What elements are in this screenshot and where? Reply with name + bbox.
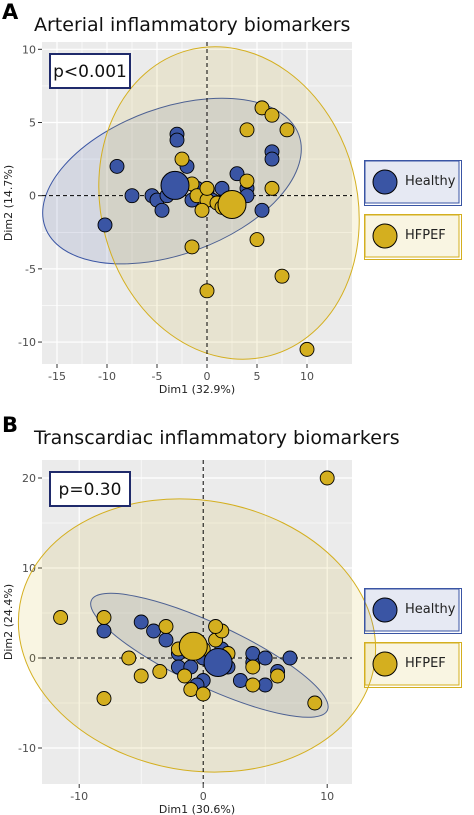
data-point-hfpef <box>195 686 211 702</box>
p-value-label: p<0.001 <box>53 62 127 82</box>
legend-label-hfpef: HFPEF <box>405 656 446 671</box>
data-point-hfpef <box>53 610 69 625</box>
y-tick-label: 10 <box>22 562 36 575</box>
legend-marker-hfpef <box>372 651 398 677</box>
data-point-healthy <box>245 646 261 661</box>
x-tick-label: -10 <box>70 790 88 803</box>
y-tick-label: -10 <box>18 742 36 755</box>
data-point-healthy <box>257 650 273 666</box>
panel-b: B Transcardiac inflammatory biomarkers -… <box>0 405 474 815</box>
data-point-hfpef <box>239 173 255 189</box>
data-point-hfpef <box>270 668 286 684</box>
plot-area <box>42 460 352 784</box>
data-point-healthy <box>254 202 270 218</box>
data-point-hfpef <box>264 107 280 123</box>
legend-key-healthy <box>364 160 462 206</box>
x-tick-label: -5 <box>152 370 163 383</box>
chart-title: Arterial inflammatory biomarkers <box>34 14 351 36</box>
legend-marker-healthy <box>372 169 398 195</box>
p-value-box <box>49 53 131 89</box>
legend-label-hfpef: HFPEF <box>405 228 446 243</box>
data-point-hfpef <box>279 122 295 138</box>
p-value-box <box>49 471 131 507</box>
centroid-hfpef <box>217 189 247 219</box>
data-point-hfpef <box>274 268 290 284</box>
data-point-healthy <box>96 623 112 639</box>
data-point-hfpef <box>319 470 335 486</box>
data-point-hfpef <box>183 682 199 697</box>
data-point-healthy <box>169 132 185 148</box>
data-point-hfpef <box>133 668 149 684</box>
y-tick-label: 5 <box>29 117 36 130</box>
y-tick-label: 0 <box>29 190 36 203</box>
data-point-healthy <box>232 673 248 688</box>
centroid-healthy <box>160 170 190 200</box>
data-point-hfpef <box>245 659 261 675</box>
data-point-hfpef <box>307 695 323 711</box>
data-point-hfpef <box>239 122 255 138</box>
legend-key-healthy <box>364 588 462 634</box>
x-tick-label: 10 <box>320 790 334 803</box>
data-point-hfpef <box>158 619 174 634</box>
y-axis-label: Dim2 (24.4%) <box>2 584 15 660</box>
data-point-hfpef <box>194 202 210 218</box>
scatter-plot-svg: -15 -10 -5 0 5 10 -10 -5 0 5 10 p<0.001 Dim1 (32.9%)… <box>2 42 460 396</box>
data-point-healthy <box>282 650 298 666</box>
data-point-healthy <box>229 166 245 182</box>
legend-label-healthy: Healthy <box>405 602 456 617</box>
x-tick-label: -10 <box>98 370 116 383</box>
legend-key-hfpef <box>364 214 462 260</box>
x-tick-label: 10 <box>300 370 314 383</box>
centroid-hfpef <box>178 631 208 661</box>
x-tick-label: -15 <box>48 370 66 383</box>
data-point-hfpef <box>121 650 137 666</box>
data-point-hfpef <box>245 677 261 693</box>
panel-letter: A <box>2 0 19 24</box>
data-point-hfpef <box>174 151 190 167</box>
y-tick-label: -5 <box>25 263 36 276</box>
p-value-label: p=0.30 <box>59 480 122 500</box>
data-point-hfpef <box>184 239 200 255</box>
legend-label-healthy: Healthy <box>405 174 456 189</box>
x-axis-label: Dim1 (30.6%) <box>159 803 235 815</box>
data-point-hfpef <box>96 691 112 706</box>
y-tick-label: 0 <box>29 652 36 665</box>
data-point-healthy <box>146 623 162 639</box>
centroid-healthy <box>203 648 233 677</box>
panel-a: A Arterial inflammatory biomarkers -15 -1… <box>0 0 474 405</box>
data-point-healthy <box>158 632 174 648</box>
data-point-healthy <box>257 677 273 693</box>
legend-key-hfpef <box>364 642 462 688</box>
data-point-healthy <box>133 614 149 630</box>
x-tick-label: 5 <box>254 370 261 383</box>
legend-marker-hfpef <box>372 223 398 249</box>
data-point-healthy <box>264 151 280 167</box>
data-point-healthy <box>154 202 170 218</box>
scatter-plot-svg: -10 0 10 -10 0 10 20 p=0.30 Dim1 (30.6%) Dim2 (24… <box>2 460 460 815</box>
y-tick-label: -10 <box>18 336 36 349</box>
x-axis-label: Dim1 (32.9%) <box>159 383 235 396</box>
data-point-healthy <box>97 217 113 233</box>
data-point-hfpef <box>254 100 270 116</box>
y-tick-label: 20 <box>22 472 36 485</box>
data-point-hfpef <box>249 232 265 248</box>
data-point-hfpef <box>299 341 315 357</box>
panel-letter: B <box>2 413 19 437</box>
legend-marker-healthy <box>372 597 398 623</box>
data-point-hfpef <box>264 180 280 196</box>
chart-title: Transcardiac inflammatory biomarkers <box>34 427 400 449</box>
x-tick-label: 0 <box>200 790 207 803</box>
data-point-hfpef <box>177 668 193 684</box>
data-point-healthy <box>109 158 125 174</box>
x-tick-label: 0 <box>204 370 211 383</box>
y-tick-label: 10 <box>22 43 36 56</box>
data-point-hfpef <box>208 619 224 634</box>
data-point-hfpef <box>96 610 112 625</box>
y-axis-label: Dim2 (14.7%) <box>2 165 15 241</box>
data-point-hfpef <box>199 180 215 196</box>
data-point-hfpef <box>199 283 215 299</box>
data-point-healthy <box>124 188 140 204</box>
data-point-hfpef <box>152 664 168 679</box>
